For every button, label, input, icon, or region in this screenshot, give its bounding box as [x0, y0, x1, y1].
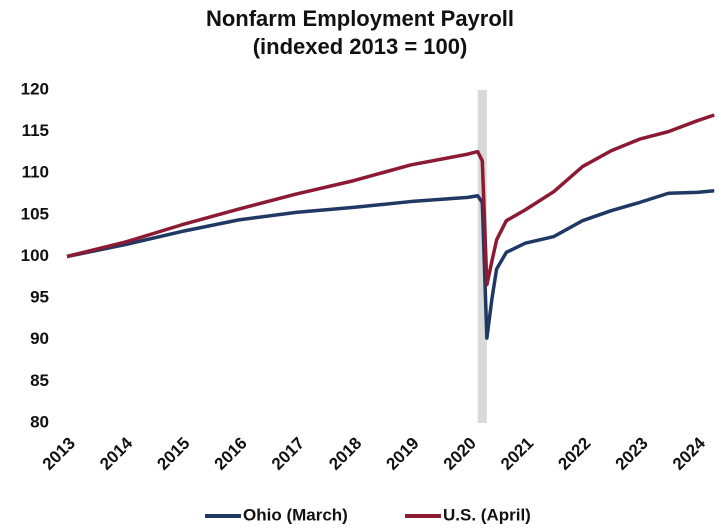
x-tick-label: 2017 — [268, 434, 308, 474]
x-tick-label: 2018 — [325, 434, 365, 474]
x-tick-label: 2014 — [96, 433, 137, 474]
x-tick-label: 2013 — [39, 434, 79, 474]
y-tick-label: 115 — [22, 121, 49, 140]
shaded-region — [477, 90, 487, 423]
y-tick-label: 105 — [21, 204, 49, 223]
y-tick-label: 100 — [21, 246, 49, 265]
x-tick-label: 2023 — [612, 434, 652, 474]
y-tick-label: 90 — [30, 329, 49, 348]
chart-title: Nonfarm Employment Payroll — [206, 6, 514, 31]
x-tick-label: 2024 — [669, 433, 710, 474]
x-tick-label: 2015 — [153, 434, 193, 474]
legend-label: U.S. (April) — [443, 505, 531, 524]
y-tick-label: 120 — [21, 79, 49, 98]
legend-label: Ohio (March) — [243, 505, 348, 524]
series-line — [66, 113, 715, 287]
chart-subtitle: (indexed 2013 = 100) — [253, 34, 468, 59]
y-tick-label: 85 — [30, 371, 49, 390]
y-tick-label: 110 — [22, 163, 49, 182]
x-tick-label: 2016 — [211, 434, 251, 474]
x-tick-label: 2021 — [497, 434, 537, 474]
series-line — [66, 188, 715, 340]
x-tick-label: 2022 — [554, 434, 594, 474]
y-tick-label: 95 — [30, 288, 49, 307]
x-tick-label: 2019 — [383, 434, 423, 474]
x-tick-label: 2020 — [440, 434, 480, 474]
y-tick-label: 80 — [30, 412, 49, 431]
